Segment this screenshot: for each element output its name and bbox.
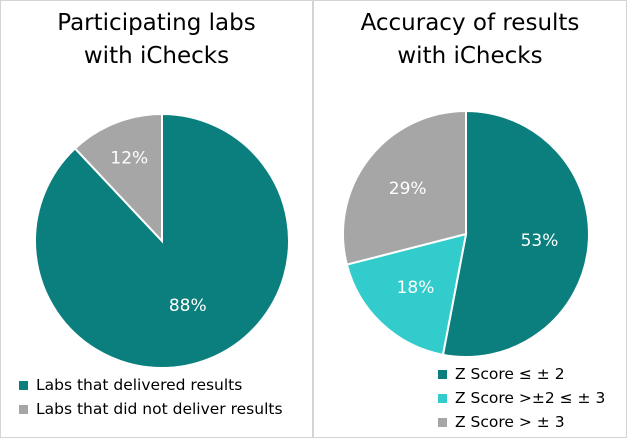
legend-label: Z Score ≤ ± 2 [455,365,565,383]
chart-title: Accuracy of results with iChecks [314,7,626,73]
chart-title-line: Accuracy of results [360,10,580,36]
legend-label: Labs that delivered results [36,376,243,394]
slice-data-label: 12% [110,148,148,168]
chart-panel-labs: Participating labs with iChecks 88% 12% L… [0,0,313,438]
chart-title-line: with iChecks [397,43,543,69]
legend-item: Labs that delivered results [19,373,283,397]
legend-label: Z Score > ± 3 [455,413,565,431]
slice-data-label: 18% [397,278,435,298]
legend-swatch [438,369,447,379]
pie-chart-accuracy: 53% 18% 29% [342,109,590,358]
chart-title-line: with iChecks [83,43,230,69]
legend: Z Score ≤ ± 2 Z Score >±2 ≤ ± 3 Z Score … [438,362,605,434]
slice-data-label: 53% [521,231,559,251]
pie-slice [342,109,467,266]
legend-swatch [19,404,28,414]
pie-slice [441,109,590,358]
chart-panel-accuracy: Accuracy of results with iChecks 53% 18% 2… [313,0,627,438]
legend: Labs that delivered results Labs that di… [19,373,283,421]
pie-chart-labs: 88% 12% [34,112,290,369]
legend-item: Z Score ≤ ± 2 [438,362,605,386]
legend-swatch [438,393,447,403]
legend-item: Labs that did not deliver results [19,397,283,421]
legend-item: Z Score >±2 ≤ ± 3 [438,386,605,410]
pie-slice [73,112,163,244]
chart-title-line: Participating labs [57,10,256,36]
legend-label: Labs that did not deliver results [36,400,283,418]
chart-title: Participating labs with iChecks [1,7,312,73]
legend-label: Z Score >±2 ≤ ± 3 [455,389,606,407]
legend-swatch [19,380,28,390]
pie-slice [345,232,468,356]
legend-item: Z Score > ± 3 [438,410,605,434]
legend-swatch [438,417,447,427]
pie-slice [34,112,290,369]
slice-data-label: 29% [389,179,427,199]
slice-data-label: 88% [169,296,207,316]
